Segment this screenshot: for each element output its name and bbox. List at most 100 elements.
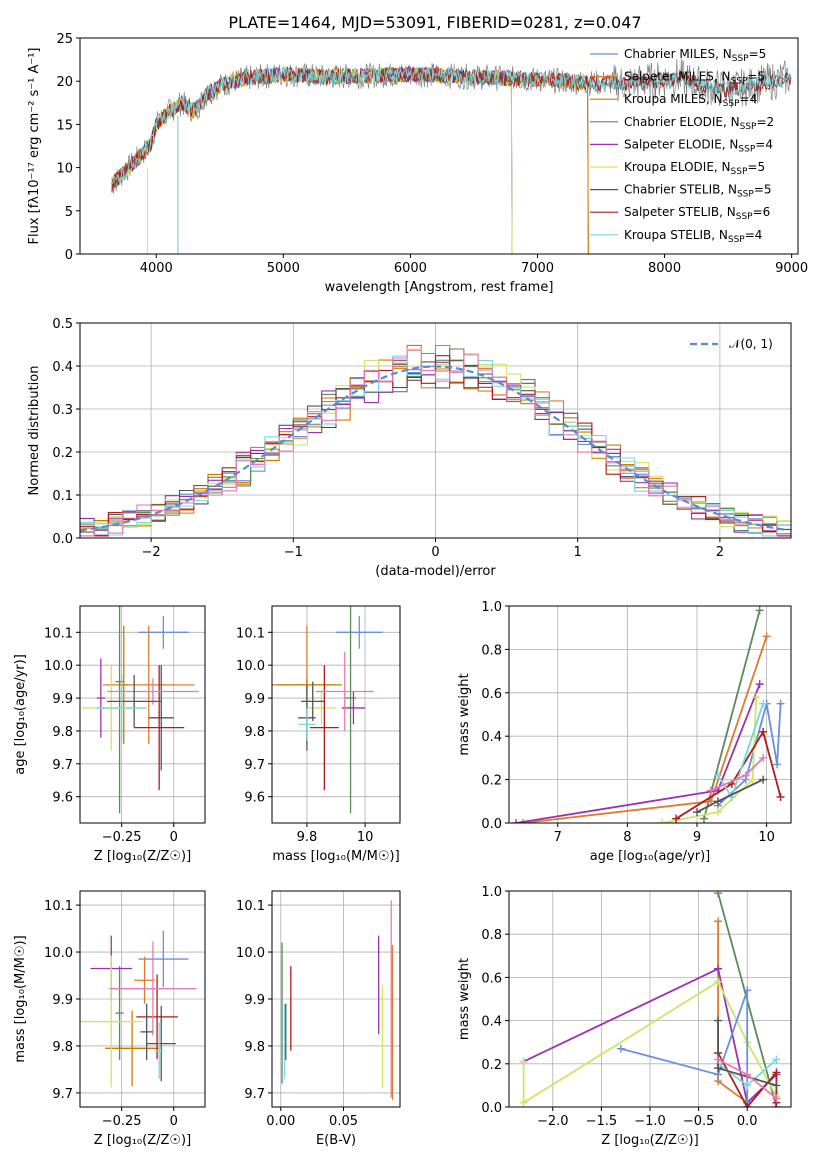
plus-marker xyxy=(714,891,723,898)
axes-frame xyxy=(508,605,792,824)
error-bar-point xyxy=(107,675,162,728)
y-axis-label: age [log₁₀(age/yr)] xyxy=(13,654,28,775)
y-tick-label: 9.6 xyxy=(52,791,73,806)
plus-marker xyxy=(519,1098,528,1107)
error-bar-point xyxy=(107,678,199,705)
x-tick-label: 0 xyxy=(170,830,178,845)
y-tick-label: 9.8 xyxy=(52,1040,73,1055)
y-tick-label: 0.0 xyxy=(481,1101,502,1116)
x-tick-label: 6000 xyxy=(394,261,427,276)
axes-frame xyxy=(79,890,206,1108)
x-tick-label: 8 xyxy=(623,830,631,845)
legend-entry: 𝒩(0, 1) xyxy=(729,337,773,351)
plus-marker xyxy=(616,1044,625,1053)
plot-content xyxy=(272,891,400,1107)
axes-mass-vs-EBV: 0.00 0.05 9.7 9.8 9.9 10.0 10.1 E(B-V) xyxy=(236,890,401,1148)
y-tick-label: 0.8 xyxy=(481,643,502,658)
error-bar-point xyxy=(102,625,195,745)
plot-content xyxy=(80,891,205,1107)
plus-marker xyxy=(743,1103,752,1107)
error-bar-point xyxy=(138,615,189,649)
y-tick-label: 5 xyxy=(65,205,73,220)
y-tick-label: 9.7 xyxy=(52,758,73,773)
plot-content xyxy=(80,606,205,823)
plus-marker xyxy=(759,775,768,784)
plot-content xyxy=(272,606,400,823)
error-bar-point xyxy=(298,707,316,741)
plus-marker xyxy=(699,814,708,823)
x-tick-label: 7 xyxy=(554,830,562,845)
legend-entry: Chabrier STELIB, NSSP=5 xyxy=(624,183,772,200)
axes-frame xyxy=(79,37,799,255)
plus-marker xyxy=(713,808,722,817)
plot-content xyxy=(111,59,792,254)
x-tick-label: −0.5 xyxy=(683,1114,715,1129)
plus-marker xyxy=(759,727,768,736)
y-tick-label: 1.0 xyxy=(481,600,502,615)
plus-marker xyxy=(762,632,771,641)
y-tick-label: 9.8 xyxy=(244,725,265,740)
y-tick-label: 9.9 xyxy=(244,692,265,707)
y-tick-label: 15 xyxy=(56,118,73,133)
x-tick-label: 0 xyxy=(170,1114,178,1129)
x-axis-label: Z [log₁₀(Z/Z☉)] xyxy=(94,1133,191,1148)
plus-marker xyxy=(714,977,723,986)
x-tick-label: −1.0 xyxy=(634,1114,666,1129)
normal-curve xyxy=(80,365,789,532)
error-bar-point xyxy=(105,1010,160,1086)
y-tick-label: 0.2 xyxy=(481,774,502,789)
error-bar-point xyxy=(315,652,374,731)
y-tick-label: 0.8 xyxy=(481,928,502,943)
axes-frame xyxy=(271,605,401,824)
error-bar-point xyxy=(344,606,357,814)
error-bar-point xyxy=(115,606,124,814)
legend-entry: Salpeter STELIB, NSSP=6 xyxy=(624,205,770,222)
error-bar-point xyxy=(134,956,155,1004)
y-axis-label: mass weight xyxy=(457,958,472,1040)
plus-marker xyxy=(743,986,752,995)
error-bar-point xyxy=(119,625,128,745)
error-bar-point xyxy=(155,1022,164,1079)
residual-histogram xyxy=(80,349,791,537)
plus-marker xyxy=(511,819,520,823)
x-tick-label: 0.00 xyxy=(266,1114,295,1129)
x-tick-label: −2 xyxy=(142,545,161,560)
y-tick-label: 0.4 xyxy=(481,1015,502,1030)
y-tick-label: 20 xyxy=(56,75,73,90)
y-tick-label: 10.0 xyxy=(236,946,265,961)
y-tick-label: 0.6 xyxy=(481,971,502,986)
error-bar-point xyxy=(148,665,174,771)
axes-mass-vs-Z: −0.25 0 9.7 9.8 9.9 10.0 10.1 Z [log₁₀(Z/Z☉)] ma… xyxy=(13,890,206,1148)
plot-content xyxy=(509,891,791,1107)
plus-marker xyxy=(743,1081,752,1090)
y-axis-label: Normed distribution xyxy=(27,366,42,496)
legend-entry: Chabrier MILES, NSSP=5 xyxy=(624,47,766,64)
error-bar-point xyxy=(309,665,339,791)
mass-weight-line xyxy=(703,610,761,819)
axes-age-vs-mass: 9.8 10 9.6 9.7 9.8 9.9 10.0 10.1 mass [log₁₀(M/M… xyxy=(236,605,401,864)
y-tick-label: 0.4 xyxy=(52,360,73,375)
plus-marker xyxy=(518,819,527,823)
error-bar-point xyxy=(134,665,185,791)
error-bar-point xyxy=(140,1003,153,1061)
y-tick-label: 9.8 xyxy=(244,1040,265,1055)
x-tick-label: −0.25 xyxy=(102,1114,142,1129)
x-tick-label: 10 xyxy=(357,830,374,845)
y-tick-label: 0.3 xyxy=(52,403,73,418)
x-tick-label: 4000 xyxy=(140,261,173,276)
axes-massweight-vs-age: 7 8 9 10 0.0 0.2 0.4 0.6 0.8 1.0 age [log₁₀(age/yr… xyxy=(457,600,792,864)
legend-entry: Kroupa ELODIE, NSSP=5 xyxy=(624,160,765,177)
y-tick-label: 9.9 xyxy=(244,993,265,1008)
legend-entry: Kroupa MILES, NSSP=4 xyxy=(624,92,757,109)
error-bar-point xyxy=(115,966,124,1061)
plus-marker xyxy=(714,1064,723,1073)
x-tick-label: −1.5 xyxy=(586,1114,618,1129)
legend-entry: Chabrier ELODIE, NSSP=2 xyxy=(624,115,774,132)
mass-weight-line xyxy=(662,697,758,823)
plus-marker xyxy=(713,797,722,806)
axes-massweight-vs-Z: −2.0 −1.5 −1.0 −0.5 0.0 0.0 0.2 0.4 0.6 0.8 1.0 Z [… xyxy=(457,885,792,1148)
plus-marker xyxy=(706,786,715,795)
error-bar-point xyxy=(80,955,143,1088)
y-tick-label: 0 xyxy=(65,248,73,263)
plus-marker xyxy=(714,917,723,926)
